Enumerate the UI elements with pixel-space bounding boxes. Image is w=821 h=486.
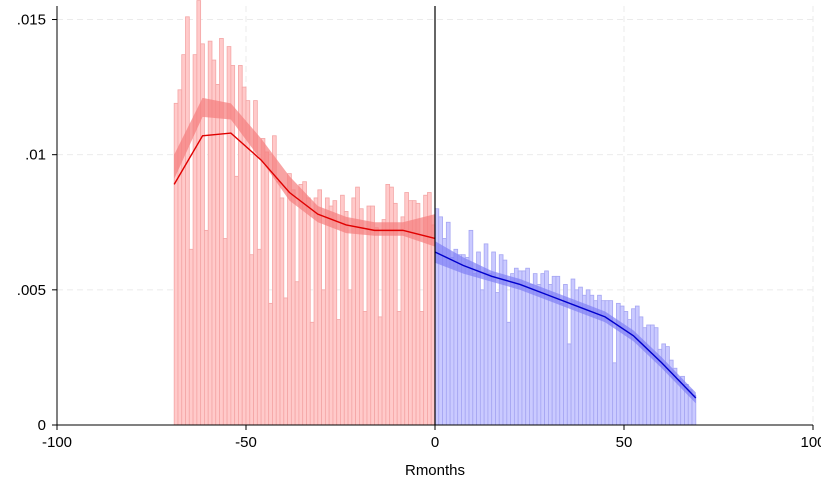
bar-right (529, 284, 534, 426)
fit-line-right (434, 251, 697, 399)
bar-right (612, 362, 617, 426)
bar-right (631, 308, 636, 426)
bar-right (510, 273, 515, 426)
bar-right (634, 305, 640, 426)
bar-left (219, 38, 224, 426)
bar-left (290, 189, 296, 426)
bar-left (381, 219, 387, 426)
bar-right (593, 300, 598, 426)
y-tick-label: .01 (25, 147, 46, 164)
bar-left (294, 281, 300, 426)
bar-right (495, 292, 500, 426)
tick-labels: -100 -50 0 50 100 0 .005 .01 .015 (17, 12, 821, 451)
bar-left (287, 173, 292, 426)
x-tick-label: 50 (616, 434, 633, 451)
bar-left (374, 227, 379, 426)
bar-right (506, 321, 512, 426)
bar-left (328, 205, 334, 426)
bar-left (358, 208, 364, 426)
bar-left (321, 289, 326, 426)
bar-right (513, 267, 519, 426)
bar-left (256, 248, 262, 426)
bar-left (309, 321, 315, 426)
bar-left (396, 311, 402, 426)
bar-right (487, 273, 493, 426)
bar-left (181, 54, 186, 426)
bar-right (661, 343, 666, 426)
bar-left (249, 254, 254, 426)
bar-left (370, 205, 375, 426)
x-tick-label: -50 (235, 434, 257, 451)
bar-right (566, 343, 572, 426)
bar-right (461, 254, 466, 426)
bar-left (298, 184, 304, 426)
bar-left (362, 311, 368, 426)
fit-lines (173, 132, 697, 399)
bar-left (215, 83, 220, 426)
bar-right (521, 270, 527, 426)
bar-left (222, 238, 228, 426)
bar-right (646, 324, 651, 426)
bar-right (472, 273, 477, 426)
bar-left (343, 211, 349, 426)
bar-right (453, 248, 459, 426)
bar-left (324, 197, 330, 426)
bar-right (665, 346, 670, 426)
bar-left (275, 181, 281, 426)
bar-right (650, 324, 655, 426)
bar-left (234, 175, 239, 426)
bar-left (204, 229, 209, 426)
bar-left (192, 54, 198, 426)
y-tick-label: .015 (17, 12, 46, 29)
bar-right (532, 273, 538, 426)
bar-left (336, 319, 341, 426)
bar-left (313, 197, 319, 426)
bar-right (479, 289, 485, 426)
bar-right (464, 256, 470, 426)
y-tick-label: 0 (38, 417, 46, 434)
bar-left (185, 16, 190, 426)
bar-right (449, 256, 455, 426)
confidence-band-right (435, 241, 696, 404)
bar-left (377, 316, 383, 426)
bar-left (366, 205, 372, 426)
x-tick-label: 0 (431, 434, 439, 451)
bar-right (638, 316, 644, 426)
bar-left (207, 40, 213, 426)
bar-left (283, 297, 288, 426)
bar-left (260, 138, 266, 426)
x-axis-title: Rmonths (405, 462, 465, 479)
bar-left (188, 248, 194, 426)
bar-left (279, 197, 285, 426)
bar-left (332, 200, 338, 426)
bar-left (196, 0, 202, 426)
bar-right (468, 229, 474, 426)
bar-left (264, 151, 270, 426)
bar-right (517, 270, 523, 426)
x-tick-label: -100 (42, 434, 72, 451)
x-tick-label: 100 (800, 434, 821, 451)
bar-right (536, 284, 542, 426)
y-tick-label: .005 (17, 282, 46, 299)
bar-right (559, 302, 564, 426)
axes (52, 6, 814, 430)
bar-right (653, 327, 659, 426)
histogram-bars (173, 0, 697, 426)
bar-left (400, 216, 406, 426)
bar-left (177, 89, 183, 426)
bar-left (268, 302, 273, 426)
bar-right (548, 284, 553, 426)
bar-left (419, 311, 425, 426)
bar-left (393, 202, 398, 426)
bar-left (302, 181, 307, 426)
bar-left (306, 197, 311, 426)
bar-left (385, 184, 391, 426)
fit-line-left (173, 132, 436, 240)
bar-left (317, 189, 323, 426)
bar-left (347, 289, 353, 426)
bar-right (457, 254, 462, 426)
